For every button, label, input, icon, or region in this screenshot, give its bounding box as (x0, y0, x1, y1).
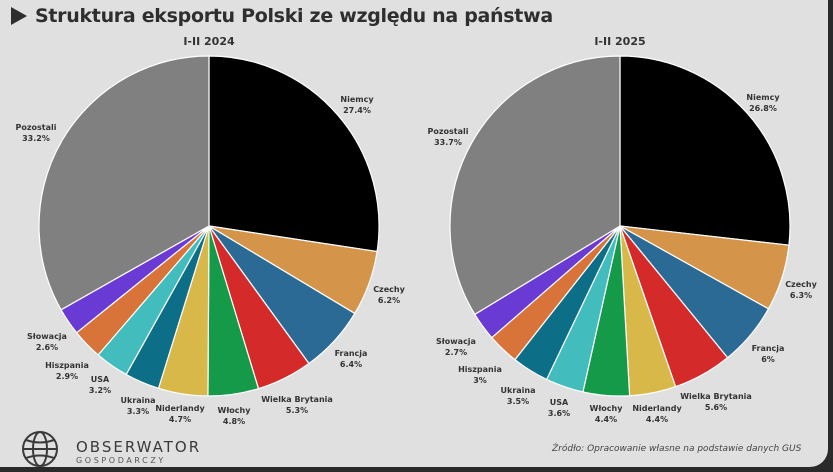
slice-label: Francja (335, 349, 368, 358)
slice-label: Niderlandy (155, 404, 205, 413)
slice-value-label: 6.3% (790, 291, 812, 300)
slice-value-label: 4.8% (223, 417, 245, 426)
pie-slice-pozostali (38, 55, 210, 311)
slice-value-label: 2.9% (56, 372, 78, 381)
pie-title: I-II 2025 (594, 35, 645, 48)
slice-value-label: 5.6% (705, 403, 727, 412)
slice-value-label: 6.4% (340, 360, 362, 369)
slice-label: Słowacja (27, 332, 67, 341)
pie-slice-niemcy (619, 55, 791, 246)
slice-label: Hiszpania (458, 365, 502, 374)
slice-value-label: 33.2% (22, 134, 50, 143)
slice-value-label: 5.3% (286, 406, 308, 415)
slice-label: Niemcy (746, 93, 780, 102)
slice-value-label: 33.7% (434, 138, 462, 147)
slice-label: Włochy (590, 404, 624, 413)
slice-label: Niderlandy (632, 404, 682, 413)
slice-label: Pozostali (16, 123, 57, 132)
slice-value-label: 27.4% (343, 106, 371, 115)
slice-label: Pozostali (428, 127, 469, 136)
logo: OBSERWATOR GOSPODARCZY (18, 428, 199, 468)
slice-value-label: 6.2% (378, 296, 400, 305)
pie-chart-2: I-II 2025 Niemcy 26.8% Czechy 6.3% Francja 6% W… (428, 35, 818, 424)
pie-title: I-II 2024 (183, 35, 235, 48)
slice-label: Czechy (785, 280, 817, 289)
slice-label: Wielka Brytania (680, 392, 752, 401)
slice-value-label: 2.6% (36, 343, 58, 352)
slice-value-label: 3.3% (127, 407, 149, 416)
page-title: Struktura eksportu Polski ze względu na … (35, 5, 553, 27)
slice-value-label: 3.6% (548, 409, 570, 418)
slice-label: Włochy (218, 406, 252, 415)
title-bar: Struktura eksportu Polski ze względu na … (0, 0, 553, 32)
slice-value-label: 3.2% (89, 386, 111, 395)
slice-label: Wielka Brytania (261, 395, 333, 404)
slice-value-label: 3% (473, 376, 487, 385)
slice-label: USA (550, 398, 569, 407)
slice-label: Francja (752, 344, 785, 353)
source-note: Źródło: Opracowanie własne na podstawie … (552, 444, 802, 454)
slice-label: Słowacja (436, 337, 476, 346)
slice-label: Niemcy (340, 95, 374, 104)
pie-chart-1: I-II 2024 Niemcy 27.4% Czechy 6.2% Francja 6.4… (16, 35, 406, 426)
pie-slice-pozostali (449, 55, 621, 316)
slice-label: Czechy (373, 285, 405, 294)
slice-value-label: 2.7% (445, 348, 467, 357)
slice-label: Ukraina (121, 396, 156, 405)
logo-subtitle: GOSPODARCZY (76, 456, 166, 465)
globe-logo-icon (22, 431, 58, 467)
pie-slice-niemcy (208, 55, 380, 253)
logo-name: OBSERWATOR (76, 438, 202, 456)
slice-value-label: 4.7% (169, 415, 191, 424)
slice-value-label: 3.5% (507, 397, 529, 406)
slice-label: Hiszpania (45, 361, 89, 370)
slice-value-label: 4.4% (595, 415, 617, 424)
slice-value-label: 4.4% (646, 415, 668, 424)
play-triangle-icon (11, 7, 27, 25)
slice-value-label: 6% (761, 355, 775, 364)
slice-value-label: 26.8% (749, 104, 777, 113)
slice-label: Ukraina (501, 386, 536, 395)
slice-label: USA (91, 375, 110, 384)
